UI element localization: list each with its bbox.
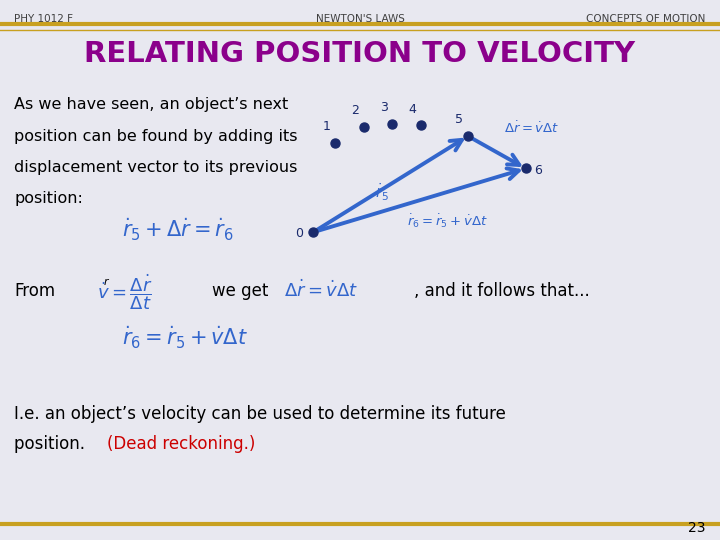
Text: As we have seen, an object’s next: As we have seen, an object’s next [14, 97, 289, 112]
Text: , and it follows that...: , and it follows that... [414, 281, 590, 300]
Text: 1: 1 [323, 120, 330, 133]
Text: From: From [14, 281, 55, 300]
Text: $r$: $r$ [103, 276, 110, 287]
Text: $\Delta\dot{r} = \dot{v}\Delta t$: $\Delta\dot{r} = \dot{v}\Delta t$ [284, 280, 359, 301]
Text: 23: 23 [688, 521, 706, 535]
Text: PHY 1012 F: PHY 1012 F [14, 14, 73, 24]
Text: (Dead reckoning.): (Dead reckoning.) [107, 435, 255, 453]
Text: 4: 4 [409, 103, 416, 116]
Text: RELATING POSITION TO VELOCITY: RELATING POSITION TO VELOCITY [84, 40, 636, 68]
Text: $\dot{r}_6 = \dot{r}_5 + \dot{v}\Delta t$: $\dot{r}_6 = \dot{r}_5 + \dot{v}\Delta t… [407, 213, 487, 230]
Text: 3: 3 [380, 102, 387, 114]
Text: $\Delta\dot{r} = \dot{v}\Delta t$: $\Delta\dot{r} = \dot{v}\Delta t$ [504, 120, 559, 136]
Text: $\dot{r}_6 = \dot{r}_5 + \dot{v}\Delta t$: $\dot{r}_6 = \dot{r}_5 + \dot{v}\Delta t… [122, 325, 248, 350]
Text: $\dot{r}_5 + \Delta\dot{r} = \dot{r}_6$: $\dot{r}_5 + \Delta\dot{r} = \dot{r}_6$ [122, 217, 235, 242]
Text: 6: 6 [534, 164, 542, 177]
Text: 5: 5 [455, 113, 464, 126]
Text: $\dot{v} = \dfrac{\Delta\dot{r}}{\Delta t}$: $\dot{v} = \dfrac{\Delta\dot{r}}{\Delta … [97, 272, 153, 312]
Text: $\dot{r}_5$: $\dot{r}_5$ [374, 181, 389, 202]
Text: I.e. an object’s velocity can be used to determine its future: I.e. an object’s velocity can be used to… [14, 405, 506, 423]
Text: NEWTON'S LAWS: NEWTON'S LAWS [315, 14, 405, 24]
Text: 2: 2 [351, 104, 359, 117]
Text: CONCEPTS OF MOTION: CONCEPTS OF MOTION [586, 14, 706, 24]
Text: position.: position. [14, 435, 96, 453]
Text: position can be found by adding its: position can be found by adding its [14, 129, 298, 144]
Text: we get: we get [212, 281, 269, 300]
Text: displacement vector to its previous: displacement vector to its previous [14, 160, 298, 175]
Text: position:: position: [14, 191, 84, 206]
Text: 0: 0 [295, 227, 303, 240]
